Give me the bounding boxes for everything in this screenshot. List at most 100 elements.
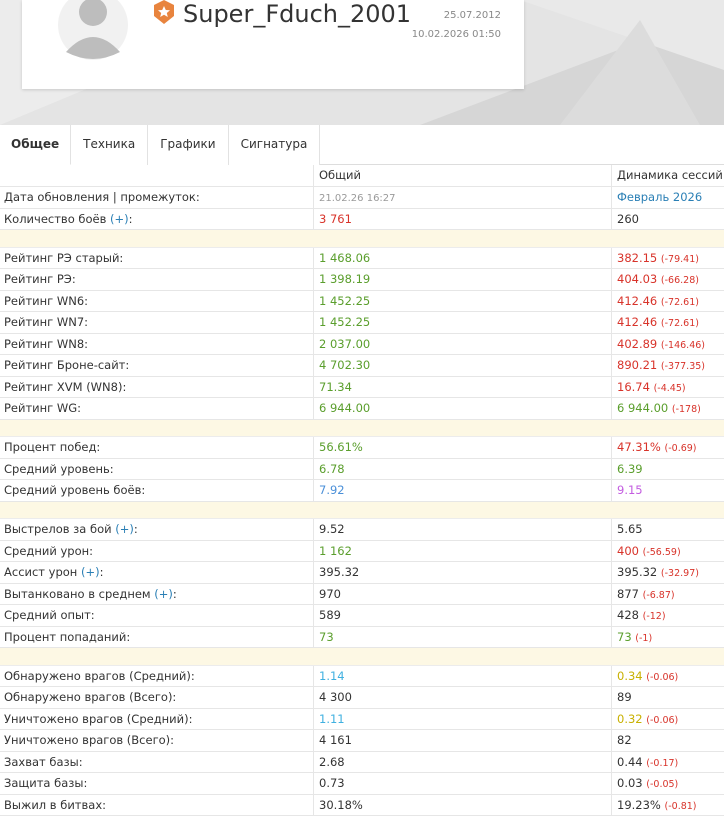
session-delta: (-12)	[643, 611, 666, 622]
stat-label: Средний урон:	[4, 544, 93, 558]
total-value: 3 761	[319, 212, 352, 226]
total-cell: 6.78	[314, 459, 612, 480]
session-delta: (-32.97)	[661, 568, 699, 579]
session-cell: 6 944.00 (-178)	[612, 398, 724, 419]
session-value: 16.74	[617, 380, 650, 394]
stat-label: Средний уровень боёв:	[4, 483, 145, 497]
stat-label: Обнаружено врагов (Всего):	[4, 690, 176, 704]
stat-label-cell: Выжил в битвах:	[0, 795, 314, 816]
session-cell: 47.31% (-0.69)	[612, 437, 724, 458]
total-cell: 7.92	[314, 480, 612, 501]
total-cell: 1 452.25	[314, 291, 612, 312]
stat-label-cell: Защита базы:	[0, 773, 314, 794]
tab[interactable]: Графики	[148, 125, 228, 165]
session-cell: 89	[612, 687, 724, 708]
stat-label-cell: Рейтинг WG:	[0, 398, 314, 419]
stat-label: Выстрелов за бой	[4, 522, 115, 536]
session-cell: 16.74 (-4.45)	[612, 377, 724, 398]
profile-card: Super_Fduch_2001 25.07.2012 10.02.2026 0…	[22, 0, 524, 89]
username: Super_Fduch_2001	[183, 0, 411, 28]
stat-label: Захват базы:	[4, 755, 83, 769]
stat-label: Вытанковано в среднем	[4, 587, 154, 601]
total-cell: 395.32	[314, 562, 612, 583]
session-delta: (-4.45)	[654, 383, 686, 394]
total-cell: 970	[314, 584, 612, 605]
stat-row: Дата обновления | промежуток:21.02.26 16…	[0, 187, 724, 209]
info-link[interactable]: (+)	[110, 212, 129, 226]
total-value: 6 944.00	[319, 401, 370, 415]
total-cell: 1 162	[314, 541, 612, 562]
total-value: 1 452.25	[319, 315, 370, 329]
stat-label: Защита базы:	[4, 776, 87, 790]
tab[interactable]: Сигнатура	[229, 125, 321, 165]
total-cell: 4 300	[314, 687, 612, 708]
session-cell: 428 (-12)	[612, 605, 724, 626]
stat-label: Дата обновления | промежуток:	[4, 190, 200, 204]
total-value: 2 037.00	[319, 337, 370, 351]
total-cell: 589	[314, 605, 612, 626]
session-cell: 890.21 (-377.35)	[612, 355, 724, 376]
tab[interactable]: Техника	[71, 125, 148, 165]
total-cell: 6 944.00	[314, 398, 612, 419]
session-value: 877	[617, 587, 639, 601]
total-cell: 0.73	[314, 773, 612, 794]
session-value: 382.15	[617, 251, 657, 265]
total-value: 30.18%	[319, 798, 363, 812]
session-cell: 404.03 (-66.28)	[612, 269, 724, 290]
stat-row: Вытанковано в среднем (+):970 877 (-6.87)	[0, 584, 724, 606]
stat-label-cell: Вытанковано в среднем (+):	[0, 584, 314, 605]
total-cell: 1 452.25	[314, 312, 612, 333]
session-cell: 19.23% (-0.81)	[612, 795, 724, 816]
total-value: 71.34	[319, 380, 352, 394]
info-link[interactable]: (+)	[81, 565, 100, 579]
session-delta: (-6.87)	[643, 590, 675, 601]
stat-label: Рейтинг XVM (WN8):	[4, 380, 126, 394]
stat-label: Рейтинг WN6:	[4, 294, 88, 308]
label-colon: :	[129, 212, 133, 226]
session-cell: 260	[612, 209, 724, 230]
total-value: 6.78	[319, 462, 345, 476]
stat-label-cell: Средний урон:	[0, 541, 314, 562]
tab[interactable]: Общее	[0, 125, 71, 165]
session-delta: (-66.28)	[661, 275, 699, 286]
column-header: Общий	[314, 165, 612, 186]
total-value: 1 398.19	[319, 272, 370, 286]
session-delta: (-0.06)	[646, 672, 678, 683]
total-value: 73	[319, 630, 334, 644]
total-value: 395.32	[319, 565, 359, 579]
session-value: 412.46	[617, 315, 657, 329]
total-cell: 1.14	[314, 666, 612, 687]
session-value: 404.03	[617, 272, 657, 286]
label-colon: :	[100, 565, 104, 579]
session-value: 82	[617, 733, 632, 747]
session-delta: (-0.81)	[665, 801, 697, 812]
stat-label: Рейтинг Броне-сайт:	[4, 358, 129, 372]
info-link[interactable]: (+)	[154, 587, 173, 601]
session-value: 47.31%	[617, 440, 661, 454]
session-delta: (-0.05)	[646, 779, 678, 790]
total-cell: 30.18%	[314, 795, 612, 816]
total-value: 4 161	[319, 733, 352, 747]
stat-label-cell: Уничтожено врагов (Средний):	[0, 709, 314, 730]
total-cell: 71.34	[314, 377, 612, 398]
info-link[interactable]: (+)	[115, 522, 134, 536]
session-value: 412.46	[617, 294, 657, 308]
total-cell: 3 761	[314, 209, 612, 230]
stat-label-cell: Выстрелов за бой (+):	[0, 519, 314, 540]
session-value: 6.39	[617, 462, 643, 476]
stat-label-cell: Средний уровень боёв:	[0, 480, 314, 501]
session-cell: 0.44 (-0.17)	[612, 752, 724, 773]
stat-label: Процент попаданий:	[4, 630, 130, 644]
